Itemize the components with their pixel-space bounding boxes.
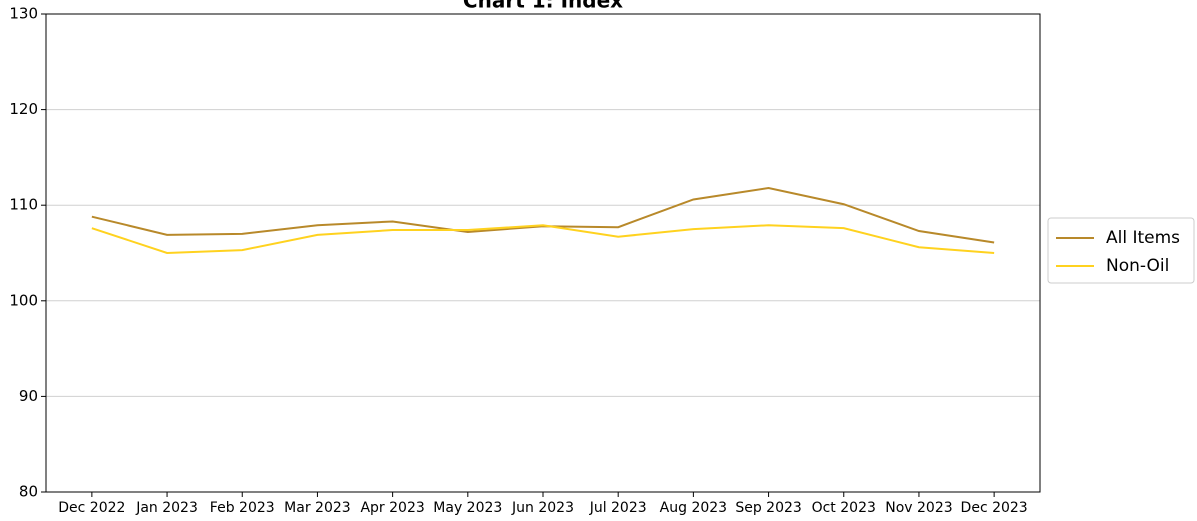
x-tick-label: Aug 2023 bbox=[660, 500, 727, 516]
x-tick-label: Jun 2023 bbox=[511, 500, 574, 516]
x-tick-label: Feb 2023 bbox=[210, 500, 275, 516]
y-tick-label: 120 bbox=[9, 100, 38, 118]
y-tick-label: 130 bbox=[9, 5, 38, 23]
y-tick-label: 110 bbox=[9, 196, 38, 214]
x-tick-label: Oct 2023 bbox=[812, 500, 876, 516]
x-tick-label: Dec 2023 bbox=[961, 500, 1028, 516]
x-tick-label: Nov 2023 bbox=[885, 500, 952, 516]
series-line bbox=[91, 186, 995, 244]
x-tick-label: Mar 2023 bbox=[284, 500, 351, 516]
x-tick-label: May 2023 bbox=[433, 500, 502, 516]
x-tick-label: Sep 2023 bbox=[735, 500, 801, 516]
x-tick-label: Jul 2023 bbox=[589, 500, 647, 516]
y-tick-label: 90 bbox=[19, 387, 38, 405]
plot-frame bbox=[45, 13, 1041, 493]
legend-label: Non-Oil bbox=[1106, 256, 1169, 276]
x-tick-label: Jan 2023 bbox=[135, 500, 198, 516]
chart-title: Chart 1: Index bbox=[463, 0, 623, 13]
y-tick-label: 100 bbox=[9, 291, 38, 309]
x-tick-label: Apr 2023 bbox=[360, 500, 424, 516]
legend-label: All Items bbox=[1106, 228, 1180, 248]
x-tick-label: Dec 2022 bbox=[58, 500, 125, 516]
y-tick-label: 80 bbox=[19, 483, 38, 501]
series-line bbox=[91, 224, 995, 255]
